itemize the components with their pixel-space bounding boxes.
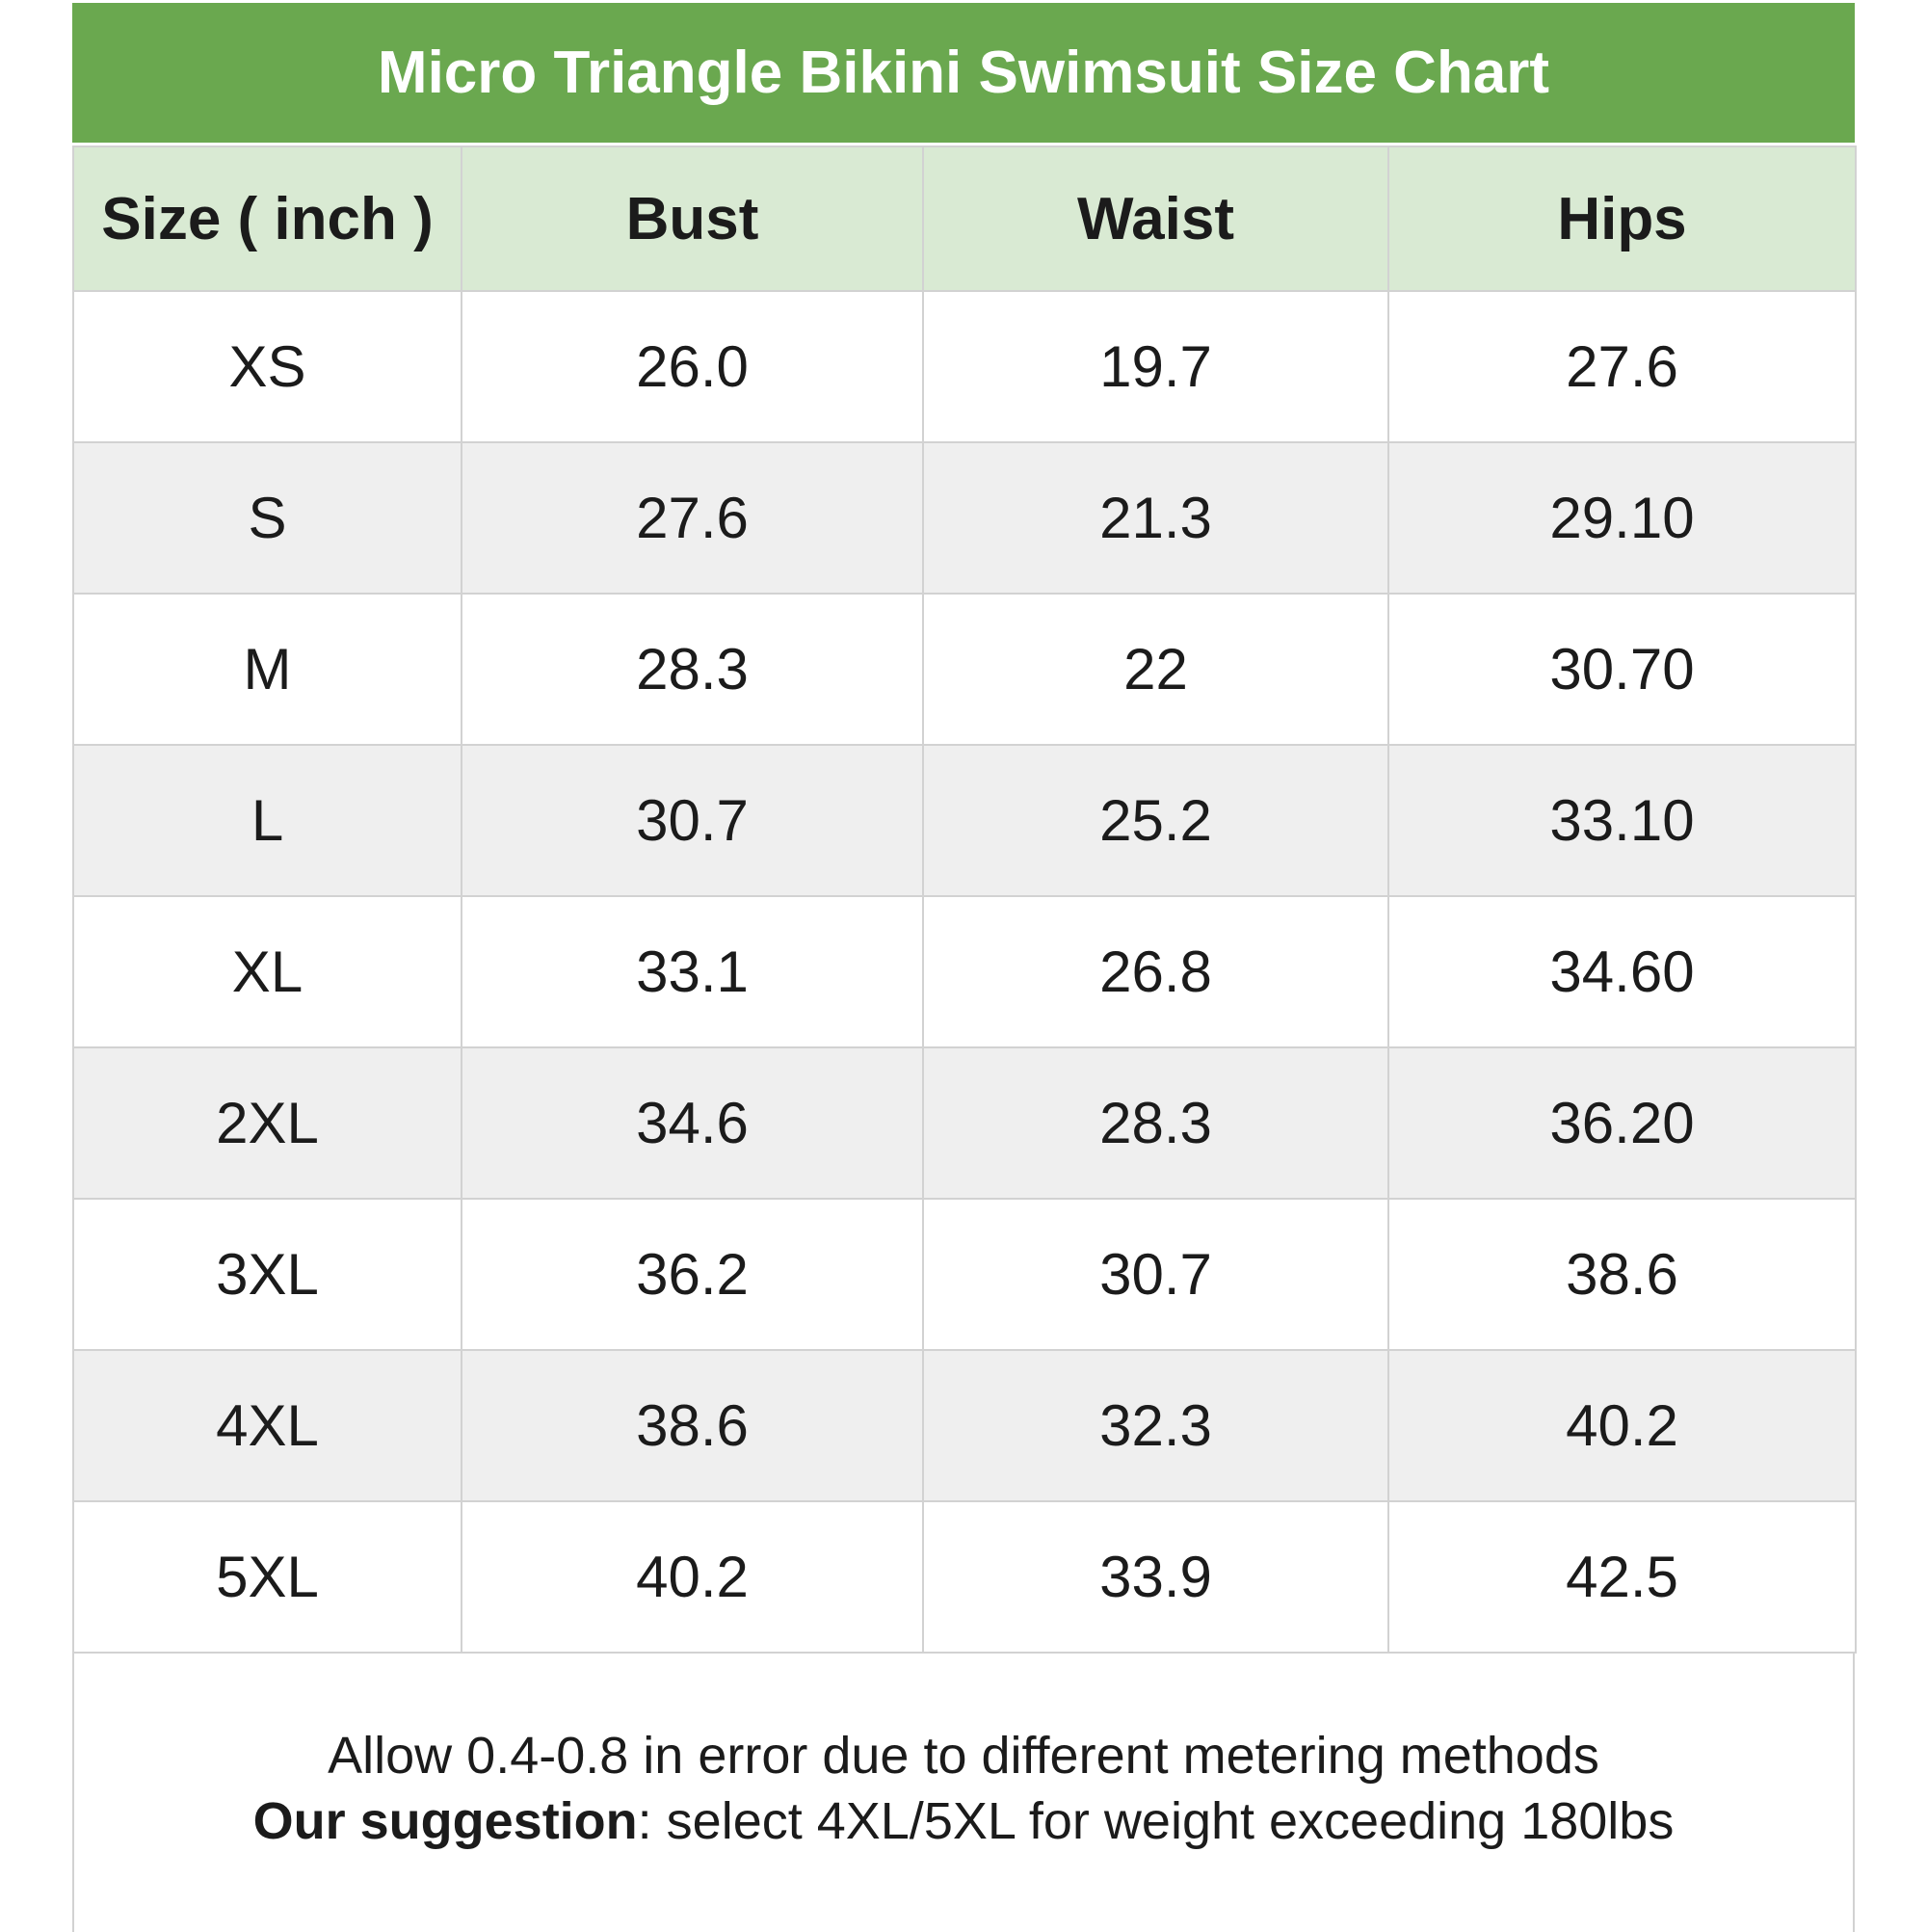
footer-suggestion-label: Our suggestion <box>252 1792 638 1850</box>
waist-cell: 19.7 <box>922 290 1389 443</box>
table-row: M 28.3 22 30.70 <box>72 593 1857 746</box>
table-row: 5XL 40.2 33.9 42.5 <box>72 1500 1857 1654</box>
bust-cell: 36.2 <box>461 1198 924 1351</box>
hips-cell: 38.6 <box>1387 1198 1857 1351</box>
hips-cell: 29.10 <box>1387 441 1857 595</box>
waist-cell: 30.7 <box>922 1198 1389 1351</box>
column-header-bust: Bust <box>461 146 924 292</box>
hips-cell: 33.10 <box>1387 744 1857 897</box>
waist-cell: 25.2 <box>922 744 1389 897</box>
waist-cell: 33.9 <box>922 1500 1389 1654</box>
column-header-size: Size ( inch ) <box>72 146 462 292</box>
waist-cell: 28.3 <box>922 1046 1389 1200</box>
waist-cell: 22 <box>922 593 1389 746</box>
size-cell: 4XL <box>72 1349 462 1502</box>
table-row: XL 33.1 26.8 34.60 <box>72 895 1857 1048</box>
bust-cell: 38.6 <box>461 1349 924 1502</box>
size-cell: S <box>72 441 462 595</box>
table-row: S 27.6 21.3 29.10 <box>72 441 1857 595</box>
table-header: Size ( inch ) Bust Waist Hips <box>72 146 1857 292</box>
footer-suggestion-text: : select 4XL/5XL for weight exceeding 18… <box>637 1792 1675 1850</box>
column-header-waist: Waist <box>922 146 1389 292</box>
size-cell: XS <box>72 290 462 443</box>
table-row: 4XL 38.6 32.3 40.2 <box>72 1349 1857 1502</box>
size-cell: L <box>72 744 462 897</box>
bust-cell: 27.6 <box>461 441 924 595</box>
bust-cell: 33.1 <box>461 895 924 1048</box>
table-row: L 30.7 25.2 33.10 <box>72 744 1857 897</box>
header-row: Size ( inch ) Bust Waist Hips <box>72 146 1857 292</box>
bust-cell: 40.2 <box>461 1500 924 1654</box>
size-cell: XL <box>72 895 462 1048</box>
page-title: Micro Triangle Bikini Swimsuit Size Char… <box>377 40 1550 106</box>
bust-cell: 28.3 <box>461 593 924 746</box>
footer-note: Allow 0.4-0.8 in error due to different … <box>72 1654 1855 1932</box>
waist-cell: 32.3 <box>922 1349 1389 1502</box>
bust-cell: 34.6 <box>461 1046 924 1200</box>
size-chart-table: Size ( inch ) Bust Waist Hips XS 26.0 19.7… <box>72 146 1857 1654</box>
column-header-hips: Hips <box>1387 146 1857 292</box>
hips-cell: 34.60 <box>1387 895 1857 1048</box>
footer-line-suggestion: Our suggestion: select 4XL/5XL for weigh… <box>74 1788 1853 1854</box>
footer-line-error-note: Allow 0.4-0.8 in error due to different … <box>328 1727 1599 1785</box>
table-body: XS 26.0 19.7 27.6 S 27.6 21.3 29.10 M 28.3 22 30.70… <box>72 290 1857 1654</box>
hips-cell: 30.70 <box>1387 593 1857 746</box>
waist-cell: 21.3 <box>922 441 1389 595</box>
size-cell: M <box>72 593 462 746</box>
bust-cell: 30.7 <box>461 744 924 897</box>
bust-cell: 26.0 <box>461 290 924 443</box>
hips-cell: 40.2 <box>1387 1349 1857 1502</box>
waist-cell: 26.8 <box>922 895 1389 1048</box>
title-banner: Micro Triangle Bikini Swimsuit Size Char… <box>72 3 1855 143</box>
size-cell: 2XL <box>72 1046 462 1200</box>
table-row: XS 26.0 19.7 27.6 <box>72 290 1857 443</box>
hips-cell: 42.5 <box>1387 1500 1857 1654</box>
hips-cell: 27.6 <box>1387 290 1857 443</box>
table-row: 2XL 34.6 28.3 36.20 <box>72 1046 1857 1200</box>
size-cell: 3XL <box>72 1198 462 1351</box>
hips-cell: 36.20 <box>1387 1046 1857 1200</box>
size-cell: 5XL <box>72 1500 462 1654</box>
table-row: 3XL 36.2 30.7 38.6 <box>72 1198 1857 1351</box>
